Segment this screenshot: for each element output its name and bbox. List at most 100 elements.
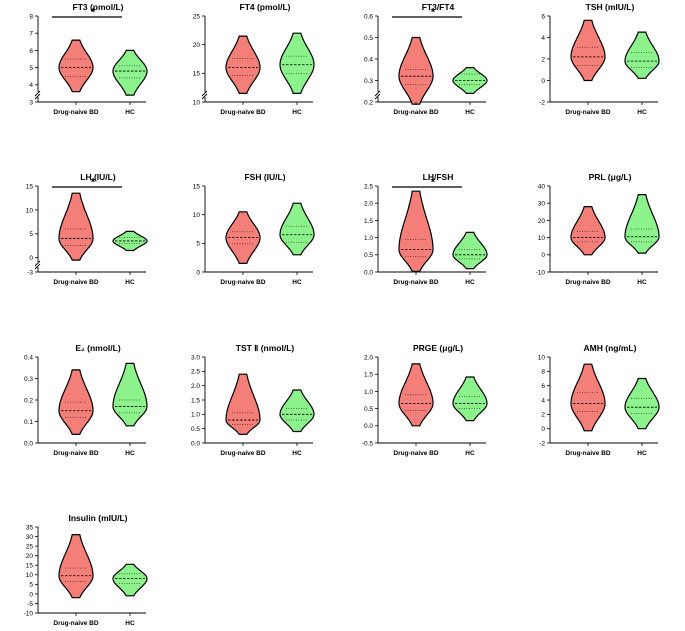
panel-title: FT4 (pmol/L) xyxy=(240,2,291,12)
y-tick-label: 10 xyxy=(538,235,546,242)
x-tick-label: Drug-naive BD xyxy=(393,109,438,116)
axis-break-mark xyxy=(34,90,41,97)
x-tick-label: Drug-naive BD xyxy=(53,279,98,286)
violin-drug-naive-bd xyxy=(225,373,261,435)
violin-hc xyxy=(112,230,148,252)
significance-star: * xyxy=(431,7,436,19)
y-tick-label: 40 xyxy=(538,183,546,190)
y-tick-label: 0 xyxy=(196,269,200,276)
y-tick-label: 6 xyxy=(541,383,545,390)
significance-star: * xyxy=(91,177,96,189)
axis-break-gap xyxy=(375,92,381,97)
panel-title: FSH (IU/L) xyxy=(244,172,285,182)
panel-title: PRL (μg/L) xyxy=(589,172,632,182)
panel-title: FT3/FT4 xyxy=(422,2,455,12)
y-tick-label: 20 xyxy=(193,42,201,49)
x-tick-label: HC xyxy=(125,450,135,457)
axis-break-mark xyxy=(374,93,381,100)
violin-hc xyxy=(452,231,488,270)
panel-title: LH (IU/L) xyxy=(80,172,116,182)
violin-drug-naive-bd xyxy=(570,19,606,82)
y-tick-label: 5 xyxy=(29,231,33,238)
y-tick-label: 10 xyxy=(193,99,201,106)
x-tick-label: Drug-naive BD xyxy=(220,279,265,286)
y-tick-label: 0.0 xyxy=(191,440,200,447)
panel-title: LH/FSH xyxy=(423,172,454,182)
violin-drug-naive-bd xyxy=(58,192,94,261)
y-tick-label: 0.0 xyxy=(24,440,33,447)
violin-hc xyxy=(279,202,315,256)
x-tick-label: HC xyxy=(465,279,475,286)
x-tick-label: Drug-naive BD xyxy=(565,450,610,457)
panel-ft3-pmol-l: FT3 (pmol/L) 3 4 5 6 7 8 Drug-naive BD HC * xyxy=(29,2,148,116)
panel-e-nmol-l: E₂ (nmol/L) 0.0 0.1 0.2 0.3 0.4 Drug-naive BD H… xyxy=(24,343,148,457)
y-tick-label: 0.2 xyxy=(24,397,33,404)
y-tick-label: 1.0 xyxy=(364,389,373,396)
violin-drug-naive-bd xyxy=(225,35,261,94)
y-tick-label: 7 xyxy=(29,31,33,38)
y-tick-label: 1.5 xyxy=(191,397,200,404)
y-tick-label: 15 xyxy=(193,71,201,78)
y-tick-label: 0 xyxy=(541,252,545,259)
panel-title: Insulin (mIU/L) xyxy=(68,513,127,523)
y-tick-label: 3.0 xyxy=(191,354,200,361)
y-tick-label: 15 xyxy=(26,183,34,190)
x-tick-label: Drug-naive BD xyxy=(220,450,265,457)
y-tick-label: -3 xyxy=(27,269,33,276)
axis-break-mark xyxy=(374,90,381,97)
y-tick-label: 6 xyxy=(541,13,545,20)
violin-drug-naive-bd xyxy=(58,39,94,93)
panel-title: TST Ⅱ (nmol/L) xyxy=(236,343,295,353)
y-tick-label: 35 xyxy=(26,524,34,531)
violin-hc xyxy=(112,49,148,96)
y-tick-label: 0.4 xyxy=(24,354,33,361)
violin-drug-naive-bd xyxy=(398,190,434,272)
y-tick-label: 30 xyxy=(26,534,34,541)
y-tick-label: 0.0 xyxy=(364,269,373,276)
y-tick-label: 0.0 xyxy=(364,423,373,430)
axis-break-mark xyxy=(201,90,208,97)
axis-break-mark xyxy=(34,260,41,267)
panel-ft3-ft4: FT3/FT4 0.2 0.3 0.4 0.5 0.6 Drug-naive BD HC * xyxy=(364,2,488,116)
x-tick-label: Drug-naive BD xyxy=(393,279,438,286)
panel-title: PRGE (μg/L) xyxy=(413,343,463,353)
x-tick-label: HC xyxy=(637,109,647,116)
axis-break-mark xyxy=(34,263,41,270)
violin-drug-naive-bd xyxy=(570,206,606,256)
y-tick-label: -5 xyxy=(27,601,33,608)
panel-title: E₂ (nmol/L) xyxy=(75,343,120,353)
y-tick-label: 0 xyxy=(29,255,33,262)
y-tick-label: 1.5 xyxy=(364,218,373,225)
panel-lh-iu-l: LH (IU/L) -3 0 5 10 15 Drug-naive BD HC * xyxy=(26,172,148,286)
y-tick-label: 1.0 xyxy=(191,412,200,419)
x-tick-label: Drug-naive BD xyxy=(53,109,98,116)
y-tick-label: 0.2 xyxy=(364,99,373,106)
x-tick-label: HC xyxy=(465,450,475,457)
y-tick-label: 2.0 xyxy=(364,354,373,361)
y-tick-label: 15 xyxy=(26,563,34,570)
y-tick-label: 2 xyxy=(541,412,545,419)
panel-fsh-iu-l: FSH (IU/L) 0 5 10 15 Drug-naive BD HC xyxy=(193,172,315,286)
violin-drug-naive-bd xyxy=(570,363,606,432)
x-tick-label: HC xyxy=(125,620,135,627)
y-tick-label: 30 xyxy=(538,201,546,208)
x-tick-label: HC xyxy=(465,109,475,116)
y-tick-label: 2.0 xyxy=(191,383,200,390)
y-tick-label: 5 xyxy=(29,582,33,589)
panel-ft4-pmol-l: FT4 (pmol/L) 10 15 20 25 Drug-naive BD HC xyxy=(193,2,315,116)
y-tick-label: 15 xyxy=(193,183,201,190)
axis-break-gap xyxy=(35,92,41,97)
violin-hc xyxy=(624,194,660,254)
violin-drug-naive-bd xyxy=(58,534,94,599)
y-tick-label: 20 xyxy=(26,553,34,560)
axis-break-gap xyxy=(35,262,41,267)
y-tick-label: 2.5 xyxy=(364,183,373,190)
y-tick-label: 2.5 xyxy=(191,369,200,376)
x-tick-label: Drug-naive BD xyxy=(220,109,265,116)
y-tick-label: 0.5 xyxy=(364,406,373,413)
panel-title: AMH (ng/mL) xyxy=(584,343,637,353)
y-tick-label: 5 xyxy=(29,65,33,72)
axis-break-gap xyxy=(202,92,208,97)
y-tick-label: 0.1 xyxy=(24,419,33,426)
x-tick-label: Drug-naive BD xyxy=(53,620,98,627)
